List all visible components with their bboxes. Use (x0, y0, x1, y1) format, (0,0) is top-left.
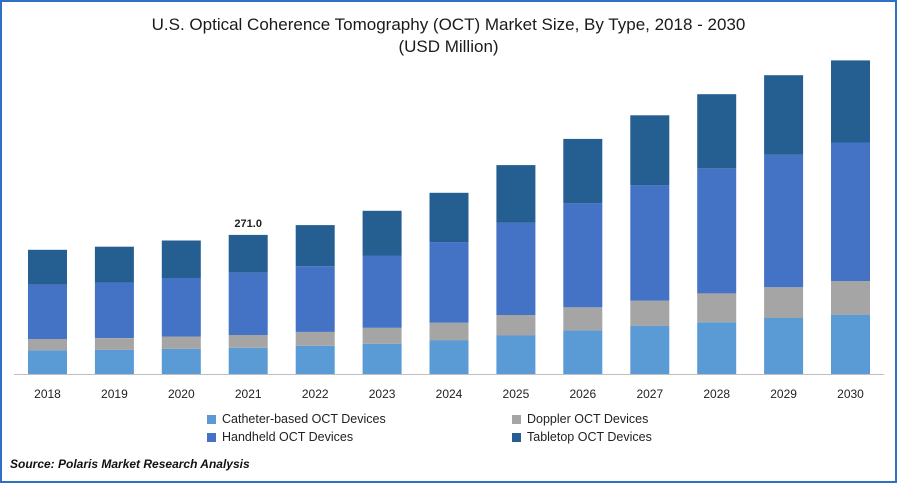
bar-2018-series-0 (28, 350, 67, 374)
bar-2024-series-3 (429, 192, 469, 243)
legend-item-3: Tabletop OCT Devices (512, 430, 652, 444)
chart-title-line2: (USD Million) (398, 37, 499, 56)
bar-2023-series-0 (362, 343, 402, 374)
bar-2030-series-3 (831, 60, 870, 143)
bar-2027-series-0 (630, 325, 670, 374)
bar-2030-series-2 (831, 142, 870, 282)
bar-2020-series-3 (161, 240, 201, 278)
x-tick-2029: 2029 (770, 387, 797, 401)
bar-2022-series-2 (295, 266, 335, 332)
legend-label: Handheld OCT Devices (222, 430, 354, 444)
bar-2024-series-2 (429, 242, 469, 323)
bar-2020-series-2 (161, 278, 201, 337)
bar-2029-series-2 (764, 154, 804, 288)
bar-2029-series-0 (764, 318, 804, 374)
bar-2018-series-1 (28, 339, 67, 351)
bar-2018-series-3 (28, 249, 67, 285)
x-tick-labels: 2018 2019 2020 2021 2022 2023 2024 2025 2026 2027… (34, 387, 864, 401)
bar-2027-series-2 (630, 185, 670, 301)
x-tick-2026: 2026 (569, 387, 596, 401)
bar-2027-series-1 (630, 300, 670, 326)
bar-2023-series-2 (362, 255, 402, 328)
bar-2020-series-1 (161, 336, 201, 349)
bar-2022-series-3 (295, 225, 335, 267)
bar-2026-series-2 (563, 203, 603, 308)
bar-2020-series-0 (161, 348, 201, 374)
bar-2019-series-3 (94, 246, 134, 283)
bar-2021-series-2 (228, 272, 268, 335)
x-tick-2023: 2023 (369, 387, 396, 401)
x-tick-2018: 2018 (34, 387, 61, 401)
bar-2030-series-1 (831, 281, 870, 315)
x-tick-2024: 2024 (436, 387, 463, 401)
bar-2019-series-1 (94, 338, 134, 350)
x-tick-2019: 2019 (101, 387, 128, 401)
x-tick-2022: 2022 (302, 387, 329, 401)
x-tick-2028: 2028 (703, 387, 730, 401)
bar-2027-series-3 (630, 115, 670, 186)
legend-label: Doppler OCT Devices (527, 412, 649, 426)
legend-label: Tabletop OCT Devices (527, 430, 652, 444)
bar-2018-series-2 (28, 284, 67, 340)
bar-2029-series-1 (764, 287, 804, 318)
bar-2028-series-0 (697, 322, 737, 374)
bar-2028-series-2 (697, 168, 737, 294)
x-tick-2025: 2025 (503, 387, 530, 401)
bar-2025-series-3 (496, 165, 536, 223)
bar-2022-series-1 (295, 331, 335, 346)
x-tick-2021: 2021 (235, 387, 262, 401)
legend-item-1: Doppler OCT Devices (512, 412, 648, 426)
bar-2026-series-3 (563, 138, 603, 204)
bar-2019-series-2 (94, 282, 134, 338)
data-labels: 271.0 (234, 218, 262, 230)
bar-2028-series-1 (697, 293, 737, 323)
bar-2024-series-1 (429, 322, 469, 341)
bar-2025-series-1 (496, 315, 536, 336)
bar-2022-series-0 (295, 345, 335, 374)
bars-group (28, 60, 870, 374)
bar-2028-series-3 (697, 94, 737, 169)
legend-swatch (207, 414, 216, 424)
legend-swatch (207, 432, 216, 442)
legend-label: Catheter-based OCT Devices (222, 412, 386, 426)
bar-2021-series-3 (228, 234, 268, 273)
bar-2029-series-3 (764, 75, 804, 155)
bar-2024-series-0 (429, 340, 469, 374)
legend-swatch (512, 414, 521, 424)
bar-2025-series-2 (496, 222, 536, 315)
legend-swatch (512, 432, 521, 442)
legend-item-2: Handheld OCT Devices (207, 430, 353, 444)
x-tick-2020: 2020 (168, 387, 195, 401)
bar-2023-series-3 (362, 210, 402, 256)
x-tick-2030: 2030 (837, 387, 864, 401)
source-note: Source: Polaris Market Research Analysis (10, 457, 250, 471)
bar-2019-series-0 (94, 349, 134, 374)
legend-item-0: Catheter-based OCT Devices (207, 412, 386, 426)
bar-2026-series-1 (563, 307, 603, 331)
bar-2021-series-0 (228, 347, 268, 374)
chart-legend: Catheter-based OCT Devices Doppler OCT De… (207, 412, 767, 452)
data-label-2021: 271.0 (234, 218, 262, 230)
bar-2023-series-1 (362, 327, 402, 344)
bar-2025-series-0 (496, 335, 536, 374)
bar-2030-series-0 (831, 315, 870, 374)
bar-2021-series-1 (228, 335, 268, 348)
chart-title: U.S. Optical Coherence Tomography (OCT) … (2, 14, 895, 58)
x-tick-2027: 2027 (636, 387, 663, 401)
chart-title-line1: U.S. Optical Coherence Tomography (OCT) … (151, 15, 746, 34)
bar-2026-series-0 (563, 330, 603, 374)
